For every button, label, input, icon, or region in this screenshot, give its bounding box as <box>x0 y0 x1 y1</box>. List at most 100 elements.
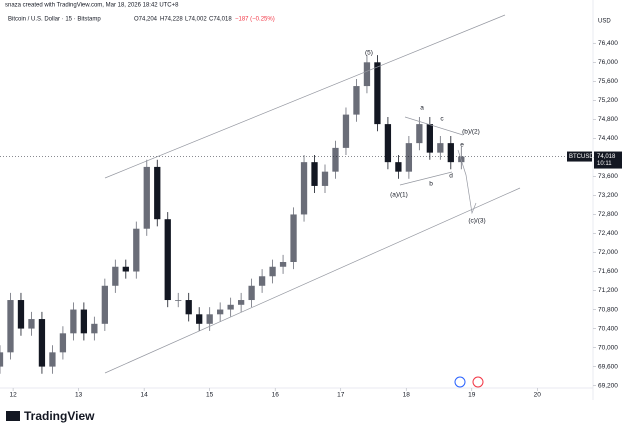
candle-body <box>0 352 4 367</box>
countdown-text: 10:11 <box>597 161 612 167</box>
y-tick-label: 69,200 <box>598 382 618 389</box>
grid: 69,200 69,600 70,000 70,400 70,800 71,200 71,6… <box>9 40 618 399</box>
ohlc-open: O74,204 <box>134 17 158 23</box>
candle-body <box>122 266 129 272</box>
candle-body <box>300 162 308 215</box>
candle-body <box>59 333 67 353</box>
candle-body <box>154 166 161 220</box>
ohlc-close: C74,018 <box>209 17 232 23</box>
candle-body <box>28 319 35 329</box>
candle-body <box>363 62 371 87</box>
candle-body <box>269 266 276 277</box>
x-tick-label: 16 <box>272 392 280 399</box>
x-tick-label: 17 <box>337 392 345 399</box>
candle-body <box>38 319 46 367</box>
channel-upper <box>104 14 506 179</box>
candle-body <box>426 124 433 153</box>
ohlc-high: H74,228 <box>160 17 183 23</box>
candles <box>0 55 465 374</box>
candle-body <box>185 300 192 315</box>
candle-body <box>405 143 413 172</box>
candle-body <box>112 266 119 286</box>
y-tick-label: 69,600 <box>598 363 618 370</box>
candle-body <box>227 304 234 310</box>
triangle-lower <box>399 171 453 186</box>
candle-body <box>217 309 224 315</box>
symbol-tag-text: BTCUSD <box>569 154 594 160</box>
x-tick-label: 19 <box>468 392 476 399</box>
symbol-tag <box>567 151 592 162</box>
event-icon[interactable] <box>472 376 484 388</box>
candle-body <box>437 143 444 153</box>
event-icons <box>454 376 484 388</box>
y-tick-label: 71,600 <box>598 268 618 275</box>
candle-body <box>447 143 454 163</box>
y-tick-label: 72,000 <box>598 249 618 256</box>
wave-label: d <box>449 173 453 180</box>
y-tick-label: 74,800 <box>598 116 618 123</box>
candle-body <box>290 214 297 262</box>
wave-label: (c)/(3) <box>468 218 485 225</box>
y-tick-label: 74,400 <box>598 135 618 142</box>
ohlc-low: L74,002 <box>185 17 207 23</box>
candle-body <box>133 228 140 272</box>
y-tick-label: 71,200 <box>598 287 618 294</box>
x-tick-label: 20 <box>534 392 542 399</box>
candle-body <box>175 300 182 301</box>
y-tick-label: 70,400 <box>598 325 618 332</box>
candle-body <box>91 323 98 334</box>
drawings <box>104 14 521 374</box>
candle-body <box>248 285 255 301</box>
wave-label: b <box>429 181 433 188</box>
y-tick-label: 70,800 <box>598 306 618 313</box>
candle-body <box>101 285 108 324</box>
y-tick-label: 70,000 <box>598 344 618 351</box>
wave-label: a <box>420 105 424 112</box>
x-tick-label: 14 <box>141 392 149 399</box>
candle-body <box>80 309 88 334</box>
y-tick-label: 76,400 <box>598 40 618 47</box>
candle-body <box>237 300 245 305</box>
candle-body <box>258 276 266 286</box>
candle-body <box>70 309 77 334</box>
y-tick-label: 75,200 <box>598 97 618 104</box>
footer: TradingView <box>6 409 95 423</box>
credit: snaza created with TradingView.com, Mar … <box>5 3 179 9</box>
candle-body <box>353 86 360 115</box>
y-tick-label: 72,800 <box>598 211 618 218</box>
logo-mark <box>6 411 20 421</box>
price-tag-text: 74,018 <box>597 154 616 160</box>
legend-line: Bitcoin / U.S. Dollar · 15 · Bitstamp O7… <box>8 17 275 23</box>
wave-label: (a)/(1) <box>390 192 408 199</box>
candle-body <box>332 147 339 172</box>
symbol-title: Bitcoin / U.S. Dollar · 15 · Bitstamp <box>8 17 101 23</box>
projection-arrow <box>457 149 477 215</box>
ohlc-change: −187 (−0.25%) <box>235 17 275 23</box>
candle-body <box>164 219 171 301</box>
channel-lower <box>104 187 521 374</box>
wave-label: c <box>440 116 444 123</box>
price-tag <box>594 151 622 169</box>
candle-body <box>7 300 14 353</box>
wave-label: e <box>460 142 464 149</box>
x-tick-label: 13 <box>75 392 83 399</box>
y-unit: USD <box>598 19 611 25</box>
brand: TradingView <box>24 409 95 423</box>
candle-body <box>311 162 318 186</box>
candle-body <box>395 162 402 172</box>
y-tick-label: 73,600 <box>598 173 618 180</box>
candle-body <box>143 166 150 229</box>
triangle-upper <box>404 116 464 136</box>
y-tick-label: 75,600 <box>598 78 618 85</box>
wave-label: (b)/(2) <box>462 129 480 136</box>
candle-body <box>279 262 287 267</box>
event-icon[interactable] <box>454 376 466 388</box>
y-tick-label: 76,000 <box>598 59 618 66</box>
candle-body <box>384 124 392 163</box>
y-tick-label: 73,200 <box>598 192 618 199</box>
x-tick-label: 12 <box>9 392 17 399</box>
x-tick-label: 15 <box>206 392 214 399</box>
wave-labels: (5) a c (b)/(2) e b d (a)/(1) (c)/(3) <box>365 50 486 225</box>
